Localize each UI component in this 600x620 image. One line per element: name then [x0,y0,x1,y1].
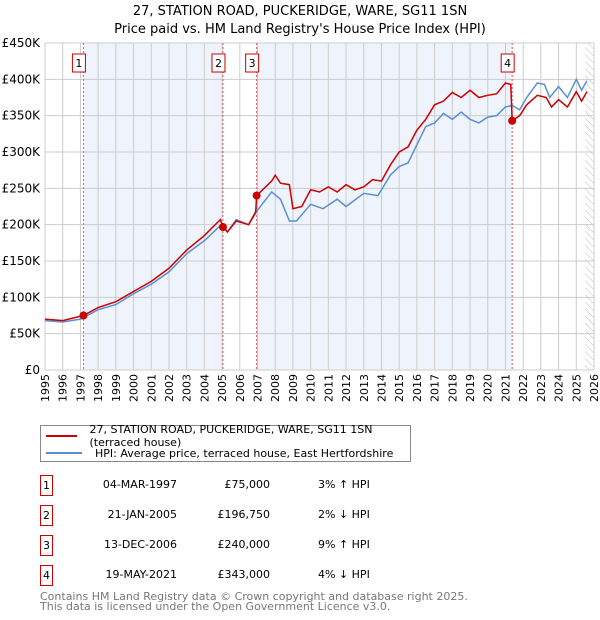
x-tick-label: 2008 [269,374,282,402]
x-tick-label: 2022 [517,374,530,402]
y-tick-label: £450K [2,36,42,50]
x-tick-label: 2000 [128,374,141,402]
footer-copyright: Contains HM Land Registry data © Crown c… [40,590,468,603]
shaded-period [83,43,223,370]
sale-date: 04-MAR-1997 [102,478,177,491]
y-tick-label: £0 [25,363,40,377]
sale-point [79,311,88,320]
legend-item-hpi: HPI: Average price, terraced house, East… [41,445,393,461]
sale-number: 2 [40,505,53,526]
x-tick-label: 2005 [216,374,229,402]
legend-item-property: 27, STATION ROAD, PUCKERIDGE, WARE, SG11… [41,423,410,449]
y-tick-label: £50K [9,327,41,341]
sale-hpi-diff: 3% ↑ HPI [318,478,370,491]
sale-number: 3 [40,535,53,556]
sale-price: £75,000 [224,478,271,491]
x-tick-label: 1997 [74,374,87,402]
sale-price: £240,000 [217,538,271,551]
legend-label: HPI: Average price, terraced house, East… [95,446,394,460]
x-tick-label: 1999 [110,374,123,402]
forecast-hatch [585,43,594,370]
property-price-line [44,82,588,322]
y-tick-label: £250K [2,181,42,195]
x-tick-label: 1996 [57,374,70,402]
chart-subtitle: Price paid vs. HM Land Registry's House … [114,22,486,37]
x-tick-label: 2023 [535,374,548,402]
sale-date: 13-DEC-2006 [103,538,177,551]
x-tick-label: 2009 [287,374,300,402]
x-tick-label: 2021 [499,374,512,402]
hpi-line [44,77,588,323]
x-tick-label: 2019 [464,374,477,402]
x-tick-label: 2026 [588,374,600,402]
price-chart: 1995 1996 1997 1998 1999 2000 2001 2002 2003 2004… [2,36,600,402]
y-tick-label: £150K [2,254,42,268]
x-tick-label: 2001 [145,374,158,402]
x-tick-label: 2002 [163,374,176,402]
sale-label-box [71,53,86,73]
sale-point [508,116,517,125]
sale-number: 4 [40,565,53,586]
legend: 27, STATION ROAD, PUCKERIDGE, WARE, SG11… [40,423,411,462]
sale-point [252,191,261,200]
sale-row: 3 13-DEC-2006 £240,000 9% ↑ HPI [40,535,440,556]
y-tick-label: £100K [2,290,42,304]
legend-swatch-red [46,435,77,437]
sale-hpi-diff: 9% ↑ HPI [318,538,370,551]
x-tick-label: 2007 [252,374,265,402]
sale-price: £343,000 [217,568,271,581]
x-tick-label: 2017 [429,374,442,402]
sale-label-box [500,53,515,73]
sale-row: 4 19-MAY-2021 £343,000 4% ↓ HPI [40,565,440,586]
sale-label: 3 [249,57,256,70]
x-tick-label: 2025 [570,374,583,402]
x-tick-label: 2014 [375,374,388,402]
x-tick-label: 2003 [181,374,194,402]
shaded-period [256,43,513,370]
sale-hpi-diff: 2% ↓ HPI [318,508,370,521]
sale-price: £196,750 [217,508,271,521]
x-tick-label: 2020 [482,374,495,402]
sale-date: 19-MAY-2021 [105,568,177,581]
y-tick-label: £350K [2,109,42,123]
sale-label-box [245,53,260,73]
x-tick-label: 2013 [358,374,371,402]
chart-title: 27, STATION ROAD, PUCKERIDGE, WARE, SG11… [132,4,468,19]
footer-licence: This data is licensed under the Open Gov… [40,600,391,613]
sale-number: 1 [40,475,53,496]
x-tick-label: 2011 [322,374,335,402]
x-tick-label: 2010 [305,374,318,402]
sale-point [218,223,227,232]
y-tick-label: £300K [2,145,42,159]
sale-label: 2 [215,57,222,70]
x-tick-label: 2018 [446,374,459,402]
x-tick-label: 2015 [393,374,406,402]
legend-label: 27, STATION ROAD, PUCKERIDGE, WARE, SG11… [89,423,373,449]
sale-label: 1 [75,57,82,70]
x-tick-label: 2006 [234,374,247,402]
y-tick-label: £200K [2,218,42,232]
x-tick-label: 1995 [39,374,52,402]
legend-swatch-blue [46,452,82,454]
x-tick-label: 2016 [411,374,424,402]
sale-date: 21-JAN-2005 [107,508,177,521]
sale-row: 2 21-JAN-2005 £196,750 2% ↓ HPI [40,505,440,526]
sale-row: 1 04-MAR-1997 £75,000 3% ↑ HPI [40,475,440,496]
x-tick-label: 2012 [340,374,353,402]
y-tick-label: £400K [2,72,42,86]
sale-label: 4 [504,57,511,70]
x-tick-label: 1998 [92,374,105,402]
sale-label-box [211,53,226,73]
x-tick-label: 2024 [553,374,566,402]
sale-hpi-diff: 4% ↓ HPI [318,568,370,581]
x-tick-label: 2004 [198,374,211,402]
